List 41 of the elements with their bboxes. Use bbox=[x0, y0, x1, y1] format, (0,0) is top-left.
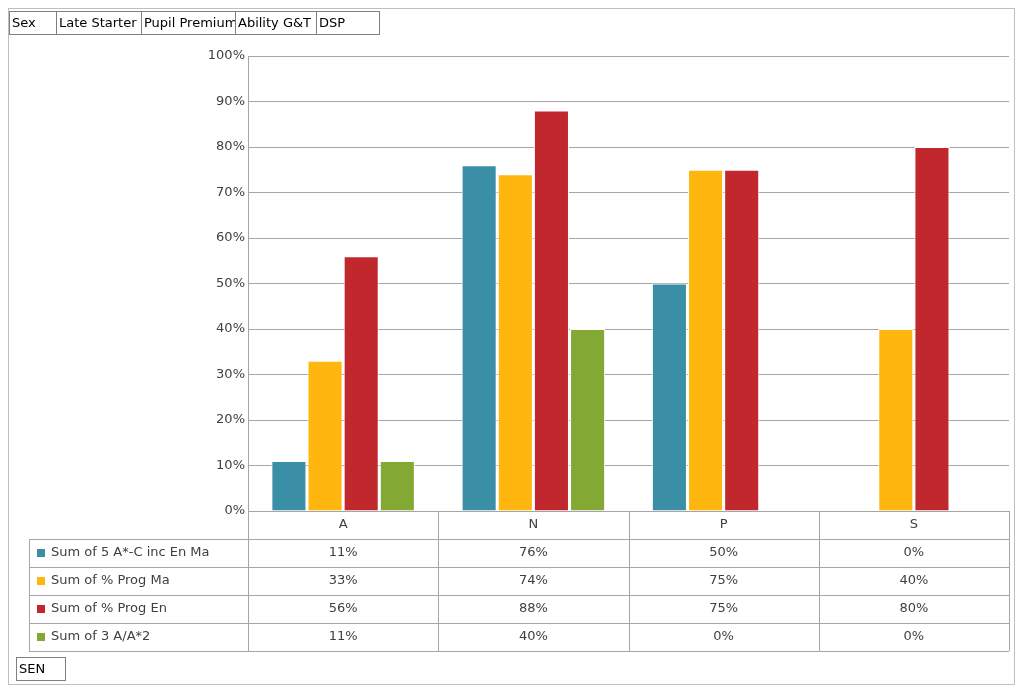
data-label: 40% bbox=[518, 628, 548, 644]
x-tick-label: N bbox=[528, 516, 539, 532]
text: DSP bbox=[316, 11, 380, 35]
y-tick-label: 90% bbox=[216, 92, 245, 108]
text: Pupil Premium bbox=[141, 11, 238, 35]
text: Late Starter bbox=[56, 11, 142, 35]
x-tick-label: A bbox=[338, 516, 348, 532]
data-label: 80% bbox=[899, 600, 929, 616]
y-tick-label: 0% bbox=[224, 502, 245, 518]
y-tick-label: 70% bbox=[216, 183, 245, 199]
data-label: 33% bbox=[328, 572, 358, 588]
data-label: 40% bbox=[899, 572, 929, 588]
x-tick-label: P bbox=[719, 516, 728, 532]
legend-label: Sum of % Prog En bbox=[51, 600, 167, 616]
y-tick-label: 10% bbox=[216, 456, 245, 472]
data-label: 11% bbox=[328, 628, 358, 644]
data-label: 0% bbox=[713, 628, 734, 644]
y-tick-label: 100% bbox=[207, 47, 245, 63]
y-tick-label: 40% bbox=[216, 320, 245, 336]
y-tick-label: 20% bbox=[216, 411, 245, 427]
data-label: 0% bbox=[903, 628, 925, 644]
data-label: 75% bbox=[709, 600, 739, 616]
data-label: 56% bbox=[328, 600, 358, 616]
data-label: 50% bbox=[709, 544, 739, 560]
data-label: 75% bbox=[709, 572, 739, 588]
y-tick-label: 50% bbox=[216, 274, 245, 290]
legend-label: Sum of 3 A/A*2 bbox=[51, 628, 151, 644]
data-label: 88% bbox=[518, 600, 548, 616]
text: SEN bbox=[16, 657, 66, 681]
text: Sex bbox=[9, 11, 57, 35]
legend-label: Sum of % Prog Ma bbox=[51, 572, 170, 588]
y-tick-label: 30% bbox=[216, 365, 245, 381]
data-label: 74% bbox=[518, 572, 548, 588]
data-label: 11% bbox=[328, 544, 358, 560]
text: Ability G&T bbox=[238, 15, 312, 30]
data-label: 0% bbox=[903, 544, 925, 560]
data-label: 76% bbox=[518, 544, 548, 560]
y-tick-label: 60% bbox=[216, 229, 245, 245]
x-tick-label: S bbox=[909, 516, 919, 532]
legend-label: Sum of 5 A*-C inc En Ma bbox=[51, 544, 210, 560]
y-tick-label: 80% bbox=[216, 138, 245, 154]
